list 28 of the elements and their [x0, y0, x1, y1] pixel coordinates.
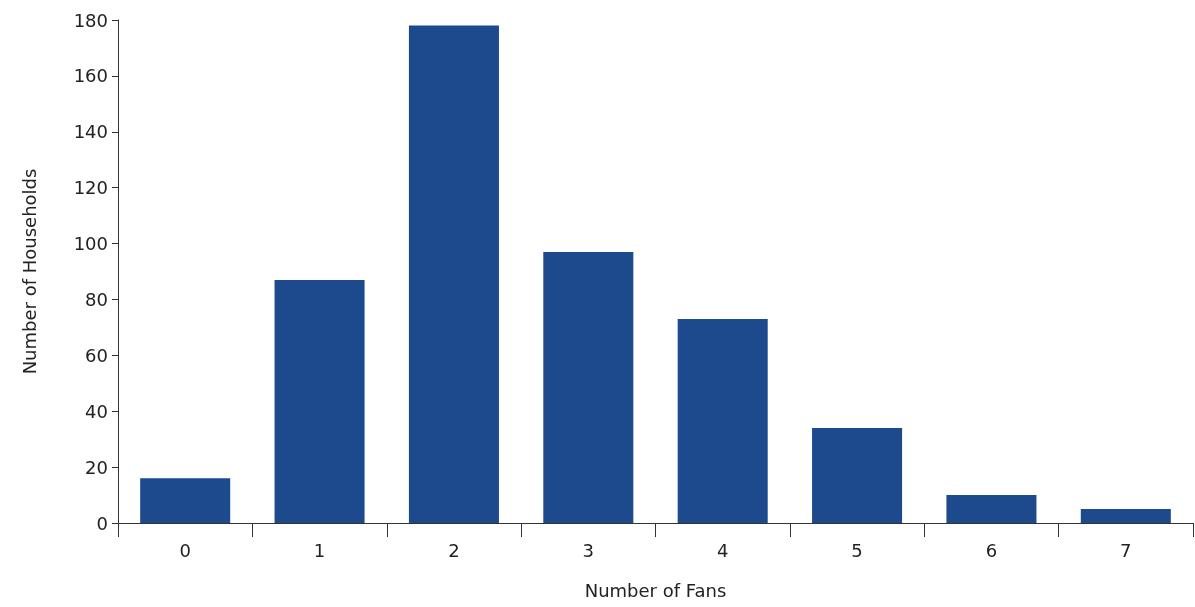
- x-tick-label: 1: [313, 539, 326, 561]
- y-tick-label: 20: [85, 456, 108, 478]
- y-tick-label: 60: [85, 344, 108, 366]
- y-tick-label: 120: [73, 177, 108, 199]
- x-tick-label: 5: [851, 539, 863, 561]
- bar: [812, 427, 903, 523]
- x-tick-label: 2: [448, 539, 460, 561]
- y-tick-label: 40: [85, 400, 108, 422]
- x-tick-label: 0: [179, 539, 191, 561]
- y-tick-label: 80: [85, 288, 108, 310]
- y-tick-label: 140: [73, 121, 108, 143]
- y-tick-label: 0: [96, 512, 108, 534]
- x-tick-label: 6: [985, 539, 998, 561]
- y-axis-title: Number of Households: [18, 168, 40, 375]
- x-tick-label: 7: [1120, 539, 1132, 561]
- bar: [1080, 509, 1171, 523]
- bar: [140, 478, 231, 523]
- bar: [543, 251, 634, 523]
- x-tick-label: 3: [582, 539, 595, 561]
- x-axis-title: Number of Fans: [584, 579, 727, 601]
- bar: [274, 279, 365, 523]
- y-tick-label: 180: [73, 9, 108, 31]
- x-tick-label: 4: [716, 539, 729, 561]
- y-tick-label: 100: [73, 233, 108, 255]
- y-tick-label: 160: [73, 65, 108, 87]
- bar: [408, 25, 499, 523]
- bar: [946, 495, 1037, 523]
- bar: [677, 319, 768, 523]
